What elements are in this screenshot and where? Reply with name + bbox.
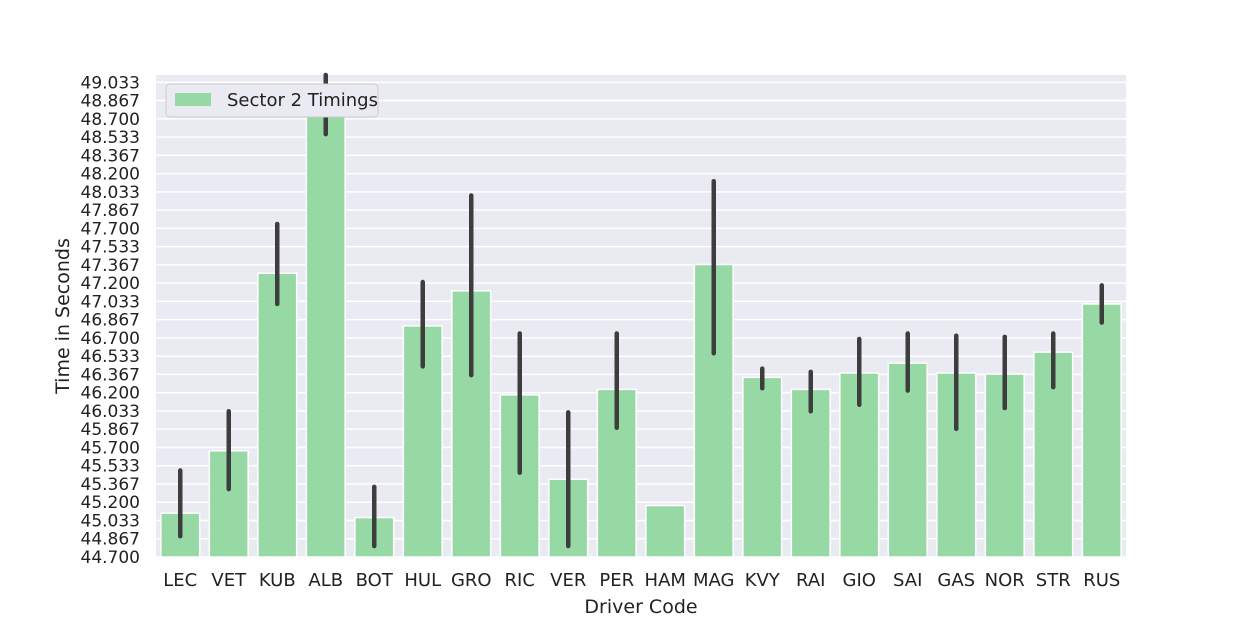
y-tick-label: 46.700 [81, 329, 140, 349]
y-tick-label: 45.367 [81, 475, 140, 495]
y-tick-label: 46.533 [81, 347, 140, 367]
y-tick-label: 47.700 [81, 219, 140, 239]
legend: Sector 2 Timings [165, 83, 379, 118]
x-tick-label: KVY [745, 570, 781, 591]
y-tick-label: 47.533 [81, 238, 140, 258]
y-tick-label: 45.867 [81, 420, 140, 440]
x-tick-label: LEC [163, 570, 197, 591]
x-tick-labels: LEC VET KUB ALB BOT HUL GRO RIC VER PER HAM MAG KVY R… [163, 570, 1120, 591]
x-tick-label: HUL [404, 570, 441, 591]
y-tick-label: 45.533 [81, 457, 140, 477]
legend-label: Sector 2 Timings [227, 90, 378, 111]
x-tick-label: VER [550, 570, 586, 591]
bar-sai [887, 362, 928, 558]
y-tick-label: 47.367 [81, 256, 140, 276]
x-tick-label: RIC [505, 570, 535, 591]
x-tick-label: STR [1036, 570, 1071, 591]
x-tick-label: MAG [693, 570, 734, 591]
x-tick-label: SAI [893, 570, 922, 591]
legend-frame [165, 83, 379, 118]
y-tick-label: 49.033 [81, 73, 140, 93]
bar-rai [790, 388, 831, 558]
x-tick-label: GAS [937, 570, 975, 591]
y-tick-label: 45.700 [81, 438, 140, 458]
y-tick-label: 46.200 [81, 384, 140, 404]
bars [160, 107, 1122, 558]
y-tick-label: 46.867 [81, 311, 140, 331]
plot-background [156, 75, 1126, 557]
x-tick-label: KUB [259, 570, 296, 591]
y-tick-label: 48.533 [81, 128, 140, 148]
x-tick-label: GIO [843, 570, 876, 591]
bar-kvy [742, 376, 783, 558]
y-tick-label: 48.033 [81, 183, 140, 203]
x-tick-label: PER [599, 570, 634, 591]
y-tick-label: 47.033 [81, 292, 140, 312]
legend-swatch [175, 93, 211, 106]
y-tick-label: 48.200 [81, 165, 140, 185]
x-tick-label: HAM [645, 570, 686, 591]
x-tick-label: NOR [985, 570, 1025, 591]
y-tick-label: 47.200 [81, 274, 140, 294]
x-tick-label: BOT [356, 570, 394, 591]
y-tick-label: 46.367 [81, 365, 140, 385]
y-tick-label: 48.700 [81, 110, 140, 130]
y-tick-label: 44.700 [81, 548, 140, 568]
error-bars [178, 72, 1104, 549]
bar-rus [1081, 303, 1122, 558]
y-tick-label: 48.867 [81, 92, 140, 112]
y-tick-label: 45.200 [81, 493, 140, 513]
y-tick-label: 48.367 [81, 146, 140, 166]
y-tick-label: 44.867 [81, 530, 140, 550]
x-tick-label: ALB [308, 570, 343, 591]
x-axis-label: Driver Code [584, 596, 697, 618]
x-tick-label: GRO [451, 570, 492, 591]
bar-ham [645, 504, 686, 558]
x-tick-label: RUS [1083, 570, 1120, 591]
x-tick-label: VET [211, 570, 247, 591]
x-tick-label: RAI [796, 570, 825, 591]
y-tick-label: 46.033 [81, 402, 140, 422]
y-tick-label: 45.033 [81, 512, 140, 532]
bar-alb [305, 107, 346, 558]
y-tick-label: 47.867 [81, 201, 140, 221]
bar-kub [257, 272, 298, 558]
y-tick-labels: 44.70044.86745.03345.20045.36745.53345.7… [81, 73, 140, 568]
y-axis-label: Time in Seconds [52, 238, 74, 395]
